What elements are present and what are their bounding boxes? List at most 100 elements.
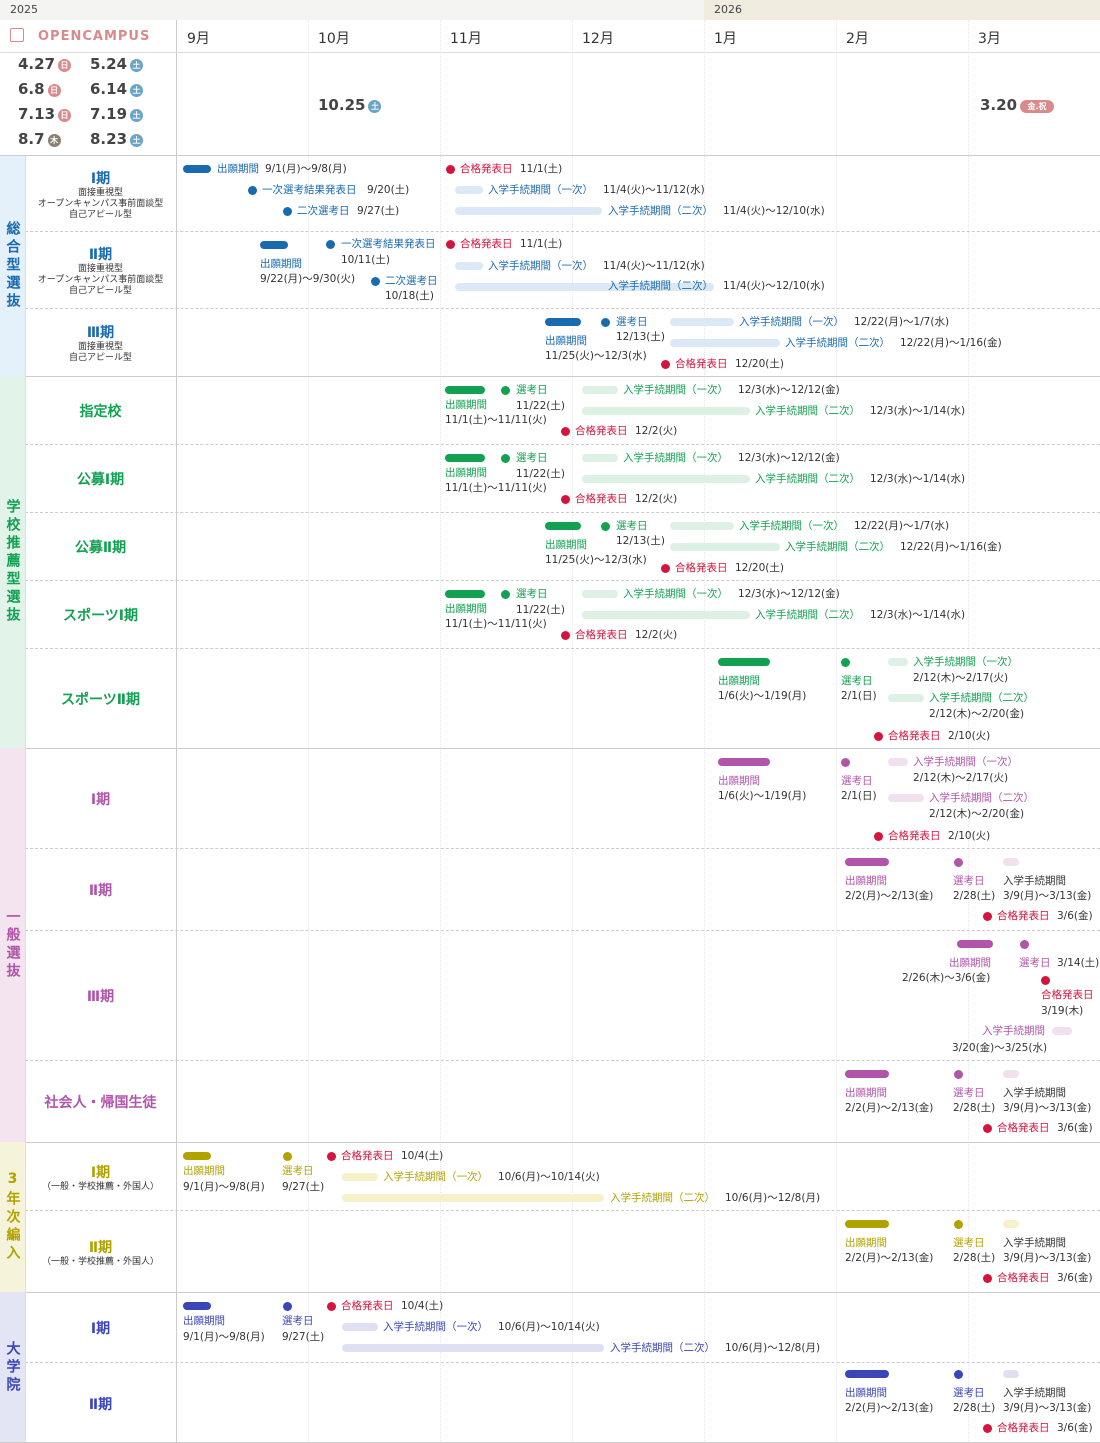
sub-desc: （一般・学校推薦・外国人） — [41, 1181, 159, 1192]
date-dot — [874, 832, 883, 841]
date-dot — [954, 1370, 963, 1379]
category-divider — [0, 748, 1100, 749]
label: 2/2(月)～2/13(金) — [845, 1252, 934, 1264]
period-bar — [455, 207, 602, 215]
sub-desc: 自己アピール型 — [68, 353, 132, 363]
date-dot — [561, 631, 570, 640]
month-header: 12月 — [582, 31, 614, 47]
date-value: 3.20 — [980, 96, 1018, 114]
label: 10/6(月)～12/8(月) — [725, 1342, 821, 1354]
weekday-badge: 土 — [130, 84, 144, 97]
sub-desc: 面接重視型 — [77, 342, 123, 352]
label: 2/12(木)～2/20(金) — [929, 808, 1025, 820]
label: 11/22(土) — [516, 604, 565, 616]
month-header: 9月 — [187, 31, 210, 47]
label: 2/26(木)～3/6(金) — [902, 972, 991, 984]
label: 11/1(土)～11/11(火) — [445, 482, 547, 494]
period-bar — [1003, 1370, 1019, 1378]
label: 合格発表日 — [675, 562, 728, 574]
sub-divider — [25, 308, 1100, 309]
label: 10/6(月)～12/8(月) — [725, 1192, 821, 1204]
sub-row-label: Ⅱ期 — [25, 1394, 176, 1414]
sub-name: Ⅰ期 — [90, 171, 111, 187]
label: 12/13(土) — [616, 331, 665, 343]
sub-divider — [25, 231, 1100, 232]
label: 入学手続期間（一次） — [739, 520, 844, 532]
date-value: 5.24 — [90, 55, 128, 73]
sub-row-label: Ⅰ期 — [25, 1318, 176, 1338]
header-divider — [0, 52, 1100, 53]
label: 入学手続期間 — [1003, 1387, 1066, 1399]
label: 2/28(土) — [953, 890, 996, 902]
sub-row-label: Ⅲ期 — [25, 986, 176, 1006]
label: 出願期間 — [445, 467, 487, 479]
sub-row-label: 公募Ⅰ期 — [25, 469, 176, 489]
sub-divider — [25, 580, 1100, 581]
date-dot — [283, 1152, 292, 1161]
weekday-badge: 土 — [130, 109, 144, 122]
period-bar — [1052, 1027, 1072, 1035]
label: 入学手続期間 — [1003, 875, 1066, 887]
label: 2/12(木)～2/17(火) — [913, 672, 1009, 684]
weekday-badge: 木 — [47, 134, 61, 147]
date-value: 10.25 — [318, 96, 366, 114]
date-value: 6.8 — [18, 80, 45, 98]
label: 11/22(土) — [516, 400, 565, 412]
label: 出願期間 — [183, 1165, 225, 1177]
date-dot — [661, 360, 670, 369]
label: 11/25(火)～12/3(水) — [545, 350, 647, 362]
label: 11/1(土)～11/11(火) — [445, 414, 547, 426]
label: 合格発表日 — [675, 358, 728, 370]
date-dot — [874, 732, 883, 741]
label: 合格発表日 — [997, 1122, 1050, 1134]
label: 入学手続期間（一次） — [913, 656, 1018, 668]
label: 9/1(月)～9/8(月) — [183, 1181, 265, 1193]
date-value: 6.14 — [90, 80, 128, 98]
period-bar — [582, 386, 618, 394]
date-dot — [283, 1302, 292, 1311]
date-dot — [283, 207, 292, 216]
sub-row-label: 公募Ⅱ期 — [25, 537, 176, 557]
label: 選考日 — [953, 875, 985, 887]
label: 3/14(土) — [1057, 957, 1100, 969]
label-divider — [25, 156, 26, 1443]
label: 9/27(土) — [357, 205, 400, 217]
period-bar — [845, 1220, 889, 1228]
date-dot — [501, 386, 510, 395]
date-dot — [601, 522, 610, 531]
label: 11/25(火)～12/3(水) — [545, 554, 647, 566]
opencampus-date: 7.13 日 — [18, 105, 72, 123]
label: 一次選考結果発表日 — [262, 184, 357, 196]
sub-desc: オープンキャンパス事前面談型 — [37, 199, 164, 209]
label: 入学手続期間（二次） — [610, 1342, 715, 1354]
date-dot — [954, 1070, 963, 1079]
label: 9/27(土) — [282, 1181, 325, 1193]
label: 12/22(月)～1/16(金) — [900, 337, 1002, 349]
opencampus-date: 5.24 土 — [90, 55, 144, 73]
date-dot — [248, 186, 257, 195]
label: 入学手続期間（二次） — [755, 473, 860, 485]
label: 選考日 — [841, 775, 873, 787]
period-bar — [888, 694, 924, 702]
category-divider — [0, 376, 1100, 377]
sub-name: Ⅱ期 — [88, 883, 113, 899]
label: 選考日 — [616, 316, 648, 328]
date-dot — [841, 758, 850, 767]
label: 入学手続期間（二次） — [755, 609, 860, 621]
category-divider — [0, 1142, 1100, 1143]
opencampus-date: 10.25 土 — [318, 96, 382, 114]
sub-row-label: Ⅰ期 — [25, 789, 176, 809]
period-bar — [582, 407, 750, 415]
label: 1/6(火)～1/19(月) — [718, 690, 807, 702]
date-dot — [983, 1274, 992, 1283]
sub-name: スポーツⅠ期 — [63, 608, 138, 624]
date-dot — [501, 590, 510, 599]
label: 12/2(火) — [635, 425, 678, 437]
label: 3/6(金) — [1057, 910, 1093, 922]
sub-name: 社会人・帰国生徒 — [44, 1095, 157, 1111]
label: 11/4(火)～12/10(水) — [723, 280, 825, 292]
sub-name: スポーツⅡ期 — [61, 692, 140, 708]
sub-name: Ⅰ期 — [90, 792, 111, 808]
period-bar — [845, 1370, 889, 1378]
label: 2/28(土) — [953, 1252, 996, 1264]
